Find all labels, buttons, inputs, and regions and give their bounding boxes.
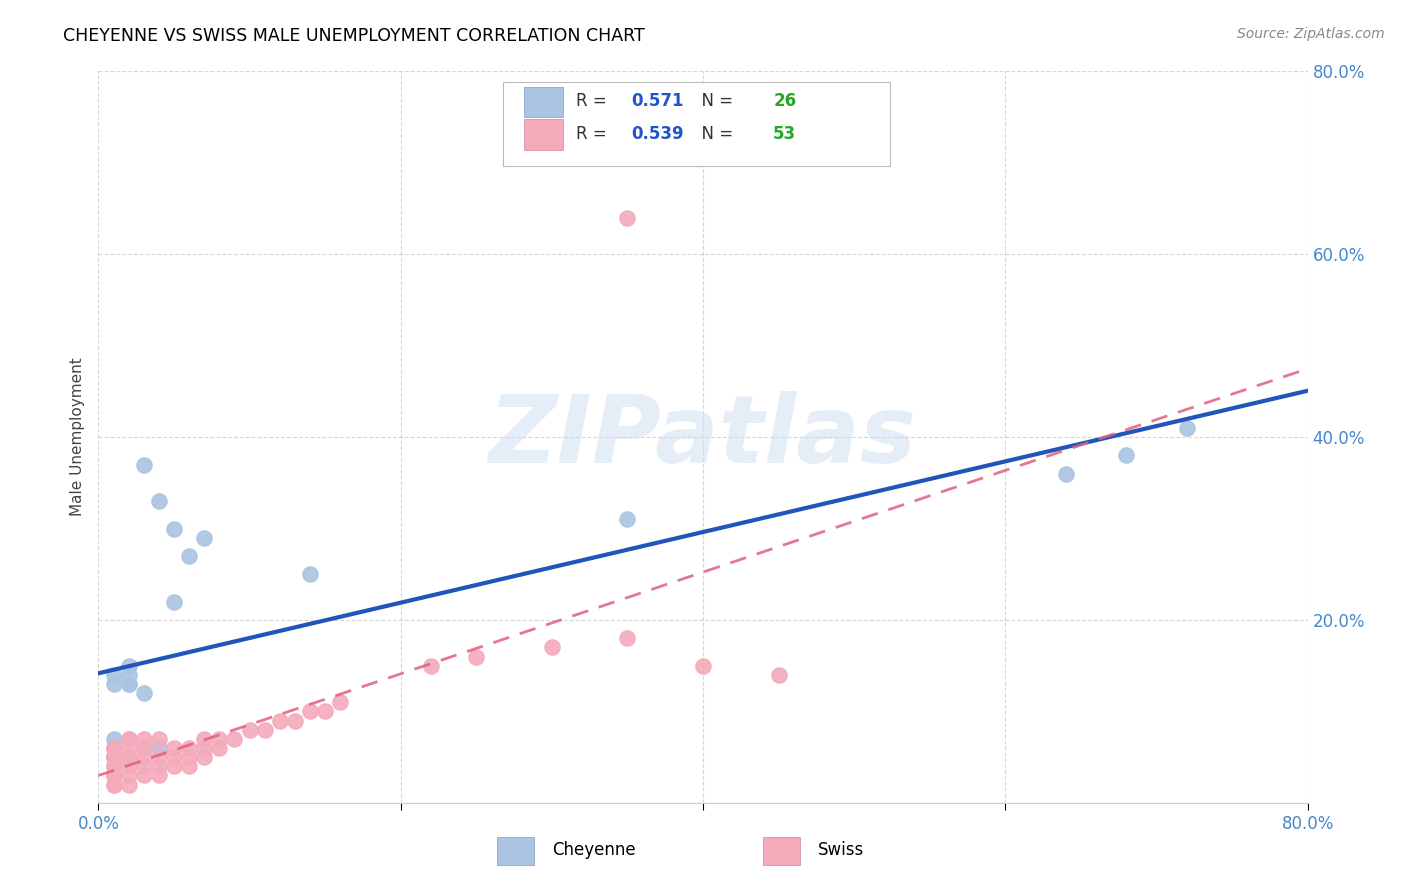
Text: N =: N =: [690, 125, 738, 143]
Point: [465, 649, 488, 664]
Text: 53: 53: [773, 125, 796, 143]
Point: [616, 211, 638, 225]
Point: [118, 677, 141, 691]
Text: N =: N =: [690, 93, 738, 111]
FancyBboxPatch shape: [524, 119, 562, 150]
Point: [103, 667, 125, 681]
Point: [193, 750, 215, 764]
Point: [103, 759, 125, 773]
FancyBboxPatch shape: [503, 82, 890, 167]
Point: [103, 778, 125, 792]
Point: [103, 778, 125, 792]
Point: [118, 750, 141, 764]
Point: [616, 512, 638, 526]
Point: [103, 677, 125, 691]
Point: [193, 531, 215, 545]
Text: 26: 26: [773, 93, 796, 111]
Text: R =: R =: [576, 93, 612, 111]
Point: [103, 750, 125, 764]
Point: [132, 740, 155, 755]
Point: [103, 740, 125, 755]
Point: [148, 731, 170, 746]
Text: Cheyenne: Cheyenne: [551, 841, 636, 859]
Point: [118, 731, 141, 746]
FancyBboxPatch shape: [498, 838, 534, 865]
Point: [420, 658, 443, 673]
Point: [314, 705, 336, 719]
Point: [208, 731, 231, 746]
Point: [299, 705, 322, 719]
Point: [193, 731, 215, 746]
Point: [118, 740, 141, 755]
Point: [179, 549, 201, 563]
Point: [103, 750, 125, 764]
Point: [148, 750, 170, 764]
Point: [179, 750, 201, 764]
Point: [148, 759, 170, 773]
Point: [103, 731, 125, 746]
Text: ZIPatlas: ZIPatlas: [489, 391, 917, 483]
Text: R =: R =: [576, 125, 612, 143]
Point: [132, 731, 155, 746]
Point: [103, 750, 125, 764]
Point: [179, 740, 201, 755]
Text: 0.539: 0.539: [631, 125, 685, 143]
Point: [163, 750, 186, 764]
Point: [118, 750, 141, 764]
Point: [329, 695, 352, 709]
Point: [118, 667, 141, 681]
Point: [692, 658, 714, 673]
Point: [118, 658, 141, 673]
Point: [224, 731, 246, 746]
Point: [132, 740, 155, 755]
Point: [299, 567, 322, 582]
Point: [253, 723, 276, 737]
Point: [208, 740, 231, 755]
Point: [148, 768, 170, 782]
Point: [148, 494, 170, 508]
Point: [1115, 448, 1137, 462]
Y-axis label: Male Unemployment: Male Unemployment: [69, 358, 84, 516]
Point: [269, 714, 291, 728]
Point: [284, 714, 307, 728]
Point: [103, 740, 125, 755]
Point: [193, 740, 215, 755]
Point: [163, 594, 186, 608]
Point: [132, 686, 155, 700]
Point: [132, 750, 155, 764]
Text: 0.571: 0.571: [631, 93, 685, 111]
Text: Source: ZipAtlas.com: Source: ZipAtlas.com: [1237, 27, 1385, 41]
Point: [103, 768, 125, 782]
FancyBboxPatch shape: [524, 87, 562, 118]
Point: [118, 759, 141, 773]
Point: [118, 731, 141, 746]
Point: [768, 667, 790, 681]
Point: [118, 778, 141, 792]
Point: [239, 723, 262, 737]
Point: [103, 759, 125, 773]
Point: [148, 740, 170, 755]
Point: [616, 632, 638, 646]
Point: [118, 677, 141, 691]
FancyBboxPatch shape: [763, 838, 800, 865]
Point: [179, 759, 201, 773]
Point: [103, 750, 125, 764]
Point: [132, 759, 155, 773]
Point: [163, 521, 186, 535]
Point: [118, 768, 141, 782]
Point: [132, 458, 155, 472]
Point: [132, 768, 155, 782]
Point: [103, 768, 125, 782]
Point: [103, 768, 125, 782]
Point: [103, 740, 125, 755]
Text: Swiss: Swiss: [818, 841, 865, 859]
Point: [163, 759, 186, 773]
Text: CHEYENNE VS SWISS MALE UNEMPLOYMENT CORRELATION CHART: CHEYENNE VS SWISS MALE UNEMPLOYMENT CORR…: [63, 27, 645, 45]
Point: [163, 740, 186, 755]
Point: [103, 750, 125, 764]
Point: [540, 640, 562, 655]
Point: [1175, 421, 1198, 435]
Point: [1054, 467, 1077, 481]
